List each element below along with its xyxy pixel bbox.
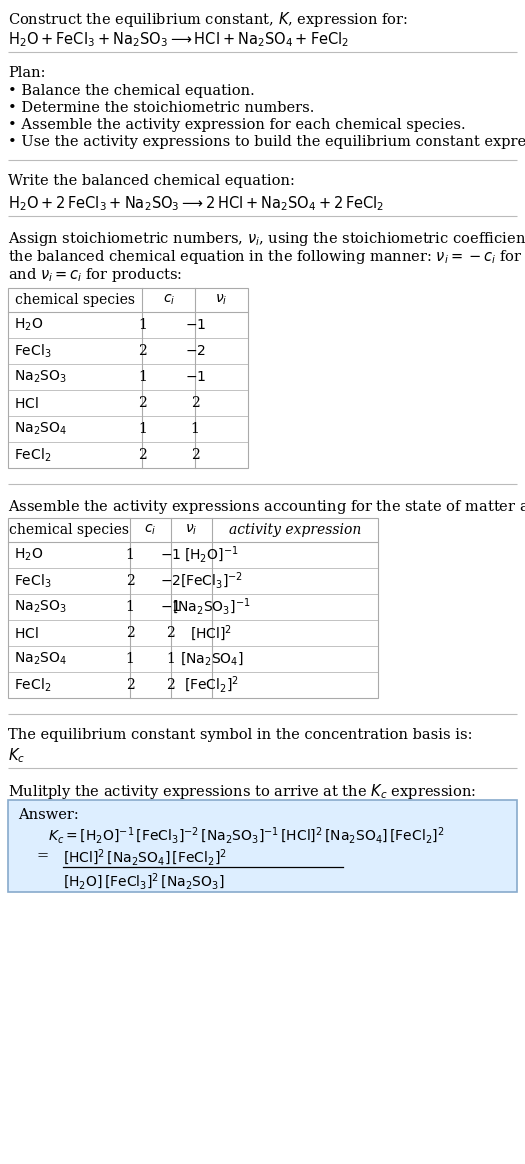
Text: $[\mathrm{Na_2SO_3}]^{-1}$: $[\mathrm{Na_2SO_3}]^{-1}$ <box>172 597 251 617</box>
Text: $\mathrm{H_2O + 2\, FeCl_3 + Na_2SO_3 \longrightarrow 2\, HCl + Na_2SO_4 + 2\, F: $\mathrm{H_2O + 2\, FeCl_3 + Na_2SO_3 \l… <box>8 194 384 213</box>
Text: activity expression: activity expression <box>228 523 361 537</box>
Text: $\mathrm{Na_2SO_4}$: $\mathrm{Na_2SO_4}$ <box>14 651 67 667</box>
Text: $\mathrm{FeCl_3}$: $\mathrm{FeCl_3}$ <box>14 573 51 590</box>
Text: $\mathrm{Na_2SO_4}$: $\mathrm{Na_2SO_4}$ <box>14 421 67 438</box>
Text: $\mathrm{Na_2SO_3}$: $\mathrm{Na_2SO_3}$ <box>14 369 67 385</box>
Text: $K_c = [\mathrm{H_2O}]^{-1}\,[\mathrm{FeCl_3}]^{-2}\,[\mathrm{Na_2SO_3}]^{-1}\,[: $K_c = [\mathrm{H_2O}]^{-1}\,[\mathrm{Fe… <box>48 826 445 846</box>
Text: 2: 2 <box>125 574 134 588</box>
Text: $\nu_i$: $\nu_i$ <box>185 523 197 538</box>
FancyBboxPatch shape <box>8 800 517 892</box>
Text: The equilibrium constant symbol in the concentration basis is:: The equilibrium constant symbol in the c… <box>8 728 472 741</box>
Text: $[\mathrm{H_2O}]^{-1}$: $[\mathrm{H_2O}]^{-1}$ <box>184 545 239 566</box>
Text: 1: 1 <box>125 548 134 562</box>
Text: and $\nu_i = c_i$ for products:: and $\nu_i = c_i$ for products: <box>8 267 182 284</box>
Text: $c_i$: $c_i$ <box>163 293 175 307</box>
Text: 2: 2 <box>125 677 134 693</box>
Text: 2: 2 <box>138 448 147 462</box>
Text: 2: 2 <box>138 345 147 359</box>
Bar <box>8 518 378 698</box>
Text: • Balance the chemical equation.: • Balance the chemical equation. <box>8 84 255 98</box>
Text: Construct the equilibrium constant, $K$, expression for:: Construct the equilibrium constant, $K$,… <box>8 10 408 29</box>
Text: $\mathrm{Na_2SO_3}$: $\mathrm{Na_2SO_3}$ <box>14 598 67 616</box>
Text: $[\mathrm{H_2O}]\,[\mathrm{FeCl_3}]^{2}\,[\mathrm{Na_2SO_3}]$: $[\mathrm{H_2O}]\,[\mathrm{FeCl_3}]^{2}\… <box>63 872 225 893</box>
Text: $\nu_i$: $\nu_i$ <box>215 293 228 307</box>
Text: 1: 1 <box>125 599 134 613</box>
Text: Write the balanced chemical equation:: Write the balanced chemical equation: <box>8 173 295 189</box>
Text: 2: 2 <box>138 396 147 410</box>
Text: $\mathrm{FeCl_2}$: $\mathrm{FeCl_2}$ <box>14 446 51 463</box>
Text: chemical species: chemical species <box>15 293 135 307</box>
Text: Plan:: Plan: <box>8 66 46 80</box>
Text: $[\mathrm{FeCl_3}]^{-2}$: $[\mathrm{FeCl_3}]^{-2}$ <box>180 570 243 591</box>
Text: $[\mathrm{HCl}]^{2}\,[\mathrm{Na_2SO_4}]\,[\mathrm{FeCl_2}]^{2}$: $[\mathrm{HCl}]^{2}\,[\mathrm{Na_2SO_4}]… <box>63 849 227 868</box>
Text: $K_c$: $K_c$ <box>8 746 25 765</box>
Text: $-1$: $-1$ <box>185 318 206 332</box>
Text: Assemble the activity expressions accounting for the state of matter and $\nu_i$: Assemble the activity expressions accoun… <box>8 498 525 516</box>
Text: $-2$: $-2$ <box>185 345 206 359</box>
Text: 2: 2 <box>191 448 200 462</box>
Bar <box>8 288 248 468</box>
Text: Assign stoichiometric numbers, $\nu_i$, using the stoichiometric coefficients, $: Assign stoichiometric numbers, $\nu_i$, … <box>8 230 525 248</box>
Text: $\mathrm{HCl}$: $\mathrm{HCl}$ <box>14 396 39 411</box>
Text: Mulitply the activity expressions to arrive at the $K_c$ expression:: Mulitply the activity expressions to arr… <box>8 782 476 801</box>
Text: =: = <box>36 849 48 863</box>
Text: $-1$: $-1$ <box>160 599 182 613</box>
Text: 1: 1 <box>138 423 147 436</box>
Text: $\mathrm{FeCl_2}$: $\mathrm{FeCl_2}$ <box>14 676 51 694</box>
Text: chemical species: chemical species <box>9 523 129 537</box>
Text: $\mathrm{H_2O}$: $\mathrm{H_2O}$ <box>14 547 43 563</box>
Text: $\mathrm{H_2O + FeCl_3 + Na_2SO_3 \longrightarrow HCl + Na_2SO_4 + FeCl_2}$: $\mathrm{H_2O + FeCl_3 + Na_2SO_3 \longr… <box>8 30 349 49</box>
Text: 1: 1 <box>166 652 175 666</box>
Text: $\mathrm{HCl}$: $\mathrm{HCl}$ <box>14 625 39 640</box>
Text: 2: 2 <box>166 626 175 640</box>
Text: the balanced chemical equation in the following manner: $\nu_i = -c_i$ for react: the balanced chemical equation in the fo… <box>8 248 525 267</box>
Text: $-1$: $-1$ <box>185 370 206 384</box>
Text: • Use the activity expressions to build the equilibrium constant expression.: • Use the activity expressions to build … <box>8 135 525 149</box>
Text: 1: 1 <box>138 318 147 332</box>
Text: Answer:: Answer: <box>18 808 79 822</box>
Text: 2: 2 <box>191 396 200 410</box>
Text: $-2$: $-2$ <box>160 574 181 588</box>
Text: 1: 1 <box>191 423 200 436</box>
Text: $c_i$: $c_i$ <box>144 523 156 538</box>
Text: $\mathrm{FeCl_3}$: $\mathrm{FeCl_3}$ <box>14 342 51 360</box>
Text: $[\mathrm{Na_2SO_4}]$: $[\mathrm{Na_2SO_4}]$ <box>180 651 244 667</box>
Text: $-1$: $-1$ <box>160 548 182 562</box>
Text: 1: 1 <box>138 370 147 384</box>
Text: $\mathrm{H_2O}$: $\mathrm{H_2O}$ <box>14 317 43 333</box>
Text: 2: 2 <box>166 677 175 693</box>
Text: • Assemble the activity expression for each chemical species.: • Assemble the activity expression for e… <box>8 118 466 132</box>
Text: • Determine the stoichiometric numbers.: • Determine the stoichiometric numbers. <box>8 101 314 115</box>
Text: $[\mathrm{FeCl_2}]^{2}$: $[\mathrm{FeCl_2}]^{2}$ <box>184 675 239 695</box>
Text: $[\mathrm{HCl}]^{2}$: $[\mathrm{HCl}]^{2}$ <box>191 623 233 643</box>
Text: 1: 1 <box>125 652 134 666</box>
Text: 2: 2 <box>125 626 134 640</box>
